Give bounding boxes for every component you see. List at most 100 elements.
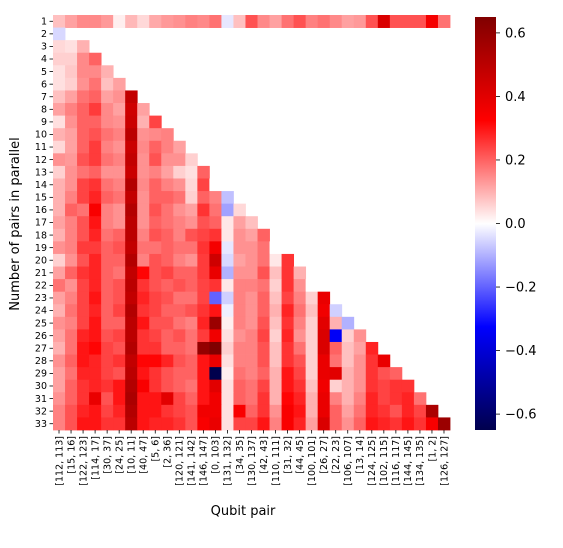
heatmap-cell xyxy=(389,367,403,381)
heatmap-cell xyxy=(77,392,90,406)
heatmap-cell xyxy=(137,203,150,217)
heatmap-cell xyxy=(185,216,198,230)
y-tick-label: 10 xyxy=(35,130,47,141)
heatmap-cell xyxy=(185,379,198,393)
heatmap-cell xyxy=(209,253,222,267)
heatmap-cell xyxy=(221,216,234,230)
heatmap-cell xyxy=(389,392,403,406)
heatmap-cell xyxy=(53,367,66,381)
heatmap-cell xyxy=(125,178,138,192)
heatmap-cell xyxy=(353,367,367,381)
heatmap-cell xyxy=(305,279,319,293)
heatmap-cell xyxy=(269,354,282,368)
heatmap-cell xyxy=(245,354,258,368)
heatmap-cell xyxy=(293,341,307,355)
heatmap-cell xyxy=(113,291,126,305)
heatmap-cell xyxy=(341,367,355,381)
heatmap-cell xyxy=(113,115,126,129)
heatmap-cell xyxy=(269,367,282,381)
heatmap-cell xyxy=(89,65,102,79)
heatmap-cell xyxy=(137,191,150,205)
heatmap-cell xyxy=(245,253,258,267)
heatmap-cell xyxy=(65,417,78,431)
heatmap-cell xyxy=(113,304,126,318)
heatmap-cell xyxy=(257,253,270,267)
colorbar-tick-label: 0.0 xyxy=(505,217,526,232)
heatmap-cell xyxy=(125,291,138,305)
y-tick-label: 15 xyxy=(35,193,47,204)
heatmap-cell xyxy=(137,15,150,28)
heatmap-cell xyxy=(149,379,162,393)
heatmap-cell xyxy=(401,392,415,406)
heatmap-cell xyxy=(233,216,246,230)
colorbar-ticks: −0.6 −0.4 −0.2 0.0 0.2 0.4 0.6 xyxy=(496,26,537,423)
heatmap-cell xyxy=(245,316,258,330)
heatmap-cell xyxy=(209,266,222,280)
heatmap-cell xyxy=(173,241,186,255)
y-tick-label: 19 xyxy=(35,243,47,254)
heatmap-cell xyxy=(89,216,102,230)
heatmap-cell xyxy=(137,341,150,355)
heatmap-cell xyxy=(125,417,138,431)
heatmap-cell xyxy=(257,279,270,293)
y-axis-ticks: 1234567891011121314151617181920212223242… xyxy=(35,16,53,430)
heatmap-cell xyxy=(77,15,90,28)
y-tick-label: 27 xyxy=(35,343,47,354)
heatmap-cell xyxy=(293,392,307,406)
heatmap-cell xyxy=(317,367,331,381)
heatmap-cell xyxy=(77,367,90,381)
heatmap-cell xyxy=(113,178,126,192)
heatmap-cell xyxy=(329,417,343,431)
heatmap-cell xyxy=(425,417,439,431)
heatmap-cell xyxy=(113,329,126,343)
x-tick-label: [130, 137] xyxy=(247,436,258,486)
heatmap-cell xyxy=(89,140,102,154)
heatmap-cell xyxy=(173,291,186,305)
heatmap-cell xyxy=(89,329,102,343)
heatmap-cell xyxy=(137,392,150,406)
heatmap-cell xyxy=(341,329,355,343)
x-tick-label: [10, 11] xyxy=(126,436,137,474)
heatmap-cell xyxy=(161,316,174,330)
colorbar-tick-label: −0.4 xyxy=(505,344,537,359)
heatmap-cell xyxy=(293,316,307,330)
heatmap-cell xyxy=(365,417,379,431)
y-tick-label: 31 xyxy=(35,394,47,405)
heatmap-cell xyxy=(377,354,391,368)
y-tick-label: 2 xyxy=(41,29,47,40)
heatmap-cell xyxy=(77,128,90,142)
heatmap-cell xyxy=(221,291,234,305)
heatmap-cell xyxy=(149,417,162,431)
heatmap-cell xyxy=(185,228,198,242)
heatmap-cell xyxy=(245,404,258,418)
heatmap-cell xyxy=(173,304,186,318)
heatmap-cell xyxy=(209,329,222,343)
heatmap-cell xyxy=(281,15,295,28)
heatmap-cell xyxy=(101,253,114,267)
heatmap-cell xyxy=(185,341,198,355)
heatmap-cell xyxy=(65,140,78,154)
heatmap-cell xyxy=(161,417,174,431)
heatmap-cell xyxy=(77,341,90,355)
x-tick-label: [40, 47] xyxy=(139,436,150,474)
heatmap-cell xyxy=(89,379,102,393)
heatmap-cell xyxy=(233,417,246,431)
heatmap-cell xyxy=(53,65,66,79)
heatmap-cell xyxy=(149,354,162,368)
heatmap-cell xyxy=(257,367,270,381)
heatmap-cell xyxy=(317,354,331,368)
heatmap-cell xyxy=(149,253,162,267)
heatmap-cell xyxy=(173,404,186,418)
heatmap-cell xyxy=(185,241,198,255)
x-tick-label: [124, 125] xyxy=(367,436,378,486)
heatmap-cell xyxy=(329,15,343,28)
heatmap-cell xyxy=(269,316,282,330)
heatmap-cell xyxy=(233,266,246,280)
heatmap-cell xyxy=(233,379,246,393)
heatmap-cell xyxy=(257,379,270,393)
heatmap-cell xyxy=(161,140,174,154)
heatmap-cell xyxy=(125,367,138,381)
heatmap-cell xyxy=(125,216,138,230)
heatmap-cell xyxy=(149,304,162,318)
heatmap-cell xyxy=(197,228,210,242)
